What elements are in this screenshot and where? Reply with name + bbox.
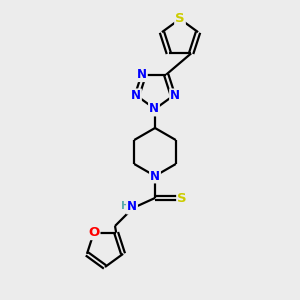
Text: N: N: [149, 103, 159, 116]
Text: S: S: [177, 191, 187, 205]
Text: S: S: [175, 13, 185, 26]
Text: N: N: [131, 89, 141, 102]
Text: N: N: [170, 89, 180, 102]
Text: N: N: [127, 200, 137, 214]
Text: N: N: [150, 169, 160, 182]
Text: O: O: [88, 226, 100, 239]
Text: N: N: [137, 68, 147, 81]
Text: H: H: [121, 201, 129, 211]
